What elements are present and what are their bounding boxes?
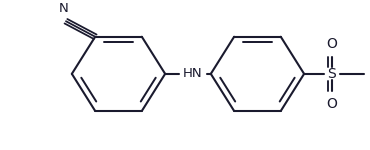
Text: N: N [59, 2, 69, 15]
Text: O: O [326, 97, 337, 111]
Text: HN: HN [183, 67, 203, 80]
Text: O: O [326, 37, 337, 51]
Text: S: S [327, 67, 336, 81]
